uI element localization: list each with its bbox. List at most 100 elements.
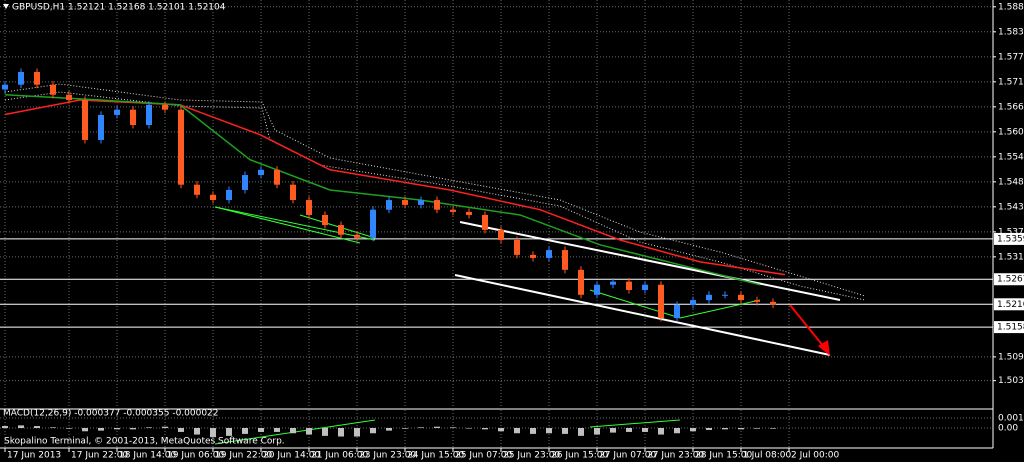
histogram-bar	[450, 427, 456, 429]
y-tick-label: 0.00	[998, 424, 1018, 434]
x-tick-label: 25 Jun 07:00	[455, 451, 512, 461]
histogram-bar	[418, 427, 424, 429]
histogram-bar	[82, 428, 88, 432]
histogram-bar	[50, 427, 56, 429]
candle-body	[610, 281, 616, 285]
histogram-bar	[386, 428, 392, 431]
histogram-bar	[210, 428, 216, 438]
x-tick-label: 27 Jun 23:00	[647, 451, 704, 461]
divergence-line	[589, 289, 681, 319]
x-tick-label: 28 Jun 15:00	[695, 451, 752, 461]
candle-body	[482, 214, 488, 230]
candle-body	[18, 71, 24, 85]
candle-body	[690, 300, 696, 305]
candle-body	[594, 284, 600, 295]
candle-body	[722, 294, 728, 296]
cloud-edge	[4, 83, 866, 297]
candle-body	[706, 294, 712, 301]
level-label: 1.52104	[997, 300, 1024, 310]
histogram-bar	[226, 428, 232, 436]
histogram-bar	[514, 428, 520, 434]
divergence-line	[214, 206, 376, 241]
x-tick-label: 19 Jun 06:00	[167, 451, 224, 461]
trend-line	[454, 274, 831, 356]
candle-body	[290, 184, 296, 201]
candle-body	[658, 284, 664, 319]
histogram-bar	[562, 428, 568, 434]
y-tick-label: 1.56035	[998, 127, 1024, 137]
histogram-bar	[18, 425, 24, 429]
candle-body	[2, 84, 8, 90]
y-tick-label: 1.50364	[998, 376, 1024, 386]
y-tick-label: 1.58885	[998, 2, 1024, 12]
chart-title: GBPUSD,H1 1.52121 1.52168 1.52101 1.5210…	[12, 3, 226, 13]
candle-body	[546, 250, 552, 258]
x-tick-label: 20 Jun 14:00	[263, 451, 320, 461]
histogram-bar	[114, 428, 120, 430]
y-tick-label: 1.50905	[998, 352, 1024, 362]
y-tick-label: 1.57175	[998, 77, 1024, 87]
candle-body	[530, 254, 536, 258]
candle-body	[434, 200, 440, 210]
symbol-icon	[3, 4, 9, 9]
x-tick-label: 17 Jun 22:00	[71, 451, 128, 461]
candle-body	[34, 71, 40, 85]
arrow-head	[818, 340, 830, 356]
histogram-bar	[306, 428, 312, 435]
histogram-bar	[498, 428, 504, 432]
candle-body	[418, 200, 424, 205]
histogram-bar	[594, 428, 600, 435]
candle-body	[498, 229, 504, 240]
x-tick-label: 27 Jun 07:00	[599, 451, 656, 461]
x-tick-label: 24 Jun 15:00	[407, 451, 464, 461]
histogram-bar	[402, 428, 408, 429]
x-tick-label: 2 Jul 00:00	[791, 451, 840, 461]
candle-body	[578, 269, 584, 295]
candle-body	[194, 184, 200, 195]
candle-body	[226, 189, 232, 201]
candle-body	[258, 169, 264, 176]
candle-body	[450, 209, 456, 212]
candle-body	[146, 104, 152, 126]
candle-body	[338, 225, 344, 235]
x-tick-label: 26 Jun 15:00	[551, 451, 608, 461]
candle-body	[66, 94, 72, 101]
y-tick-label: 1.53755	[998, 227, 1024, 237]
candle-body	[50, 84, 56, 95]
candle-body	[354, 234, 360, 238]
candle-body	[370, 209, 376, 238]
histogram-bar	[194, 428, 200, 435]
histogram-bar	[690, 428, 696, 432]
candle-body	[402, 200, 408, 205]
moving-average	[4, 94, 761, 286]
trend-line	[459, 221, 841, 301]
histogram-bar	[434, 426, 440, 429]
divergence-line	[679, 299, 761, 319]
candle-body	[82, 100, 88, 140]
x-tick-label: 1 Jul 08:00	[743, 451, 792, 461]
candle-body	[98, 114, 104, 140]
histogram-bar	[66, 428, 72, 429]
histogram-bar	[658, 428, 664, 435]
histogram-bar	[706, 428, 712, 430]
macd-title: MACD(12,26,9) -0.000377 -0.000355 -0.000…	[3, 409, 219, 419]
histogram-bar	[610, 428, 616, 433]
candle-body	[130, 109, 136, 126]
x-tick-label: 21 Jun 06:00	[311, 451, 368, 461]
candle-body	[626, 281, 632, 290]
histogram-bar	[738, 428, 744, 430]
histogram-bar	[98, 428, 104, 431]
candle-body	[770, 301, 776, 305]
x-tick-label: 23 Jun 23:00	[359, 451, 416, 461]
histogram-bar	[674, 428, 680, 434]
level-label: 1.52675	[997, 275, 1024, 285]
histogram-bar	[34, 426, 40, 429]
candle-body	[738, 294, 744, 301]
x-tick-label: 18 Jun 14:00	[119, 451, 176, 461]
histogram-bar	[146, 427, 152, 429]
candle-body	[210, 194, 216, 201]
level-label-box	[994, 273, 1024, 286]
y-tick-label: 1.55465	[998, 152, 1024, 162]
